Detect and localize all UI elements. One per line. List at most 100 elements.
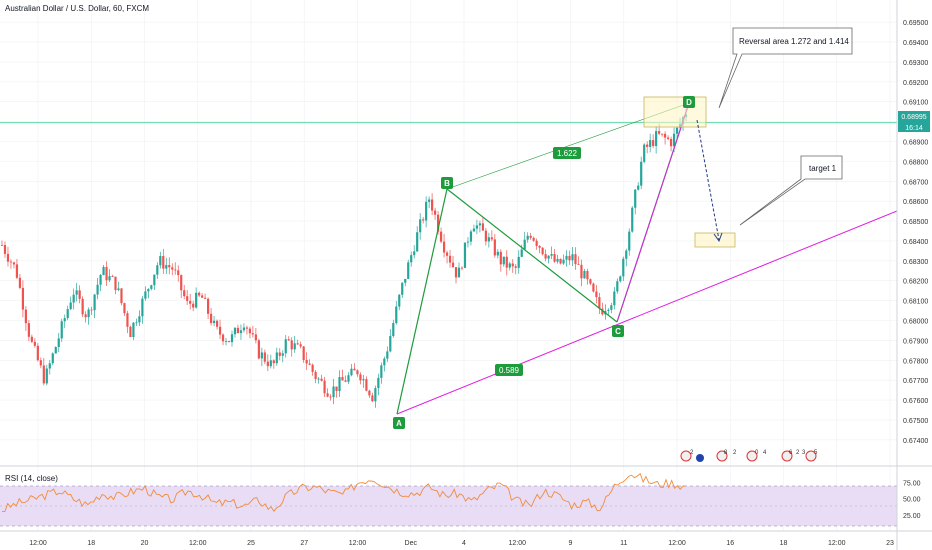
candle-body [263, 352, 266, 362]
point-c-text: C [615, 327, 621, 336]
current-price-text: 0.68995 [901, 114, 926, 121]
candle-body [628, 231, 631, 251]
candle-body [63, 318, 66, 322]
candle-body [422, 219, 425, 221]
price-axis: 0.695000.694000.693000.692000.691000.690… [903, 20, 928, 445]
candle-body [574, 254, 577, 265]
price-tick-label: 0.68400 [903, 239, 928, 246]
candle-body [529, 235, 532, 238]
candle-body [556, 258, 559, 262]
candle-body [195, 292, 198, 308]
price-tick-label: 0.67600 [903, 398, 928, 405]
candle-body [535, 240, 538, 246]
candle-body [514, 266, 517, 268]
event-flag-icon[interactable] [805, 450, 817, 462]
candle-body [637, 185, 640, 190]
candle-body [162, 256, 165, 269]
candle-body [212, 320, 216, 324]
candle-body [30, 336, 33, 342]
candle-body [428, 199, 431, 202]
price-tick-label: 0.67900 [903, 338, 928, 345]
candle-body [215, 320, 219, 327]
candle-body [60, 321, 63, 339]
candle-body [192, 303, 195, 308]
event-count: 2 [796, 450, 800, 456]
candle-body [413, 251, 416, 256]
candle-body [260, 352, 263, 359]
time-tick-label: 12:00 [508, 540, 526, 547]
candle-body [81, 298, 84, 315]
candle-body [565, 255, 568, 260]
candle-body [559, 258, 562, 264]
candle-body [672, 133, 676, 147]
candle-body [27, 323, 30, 337]
time-tick-label: 12:00 [29, 540, 47, 547]
candle-body [389, 336, 392, 352]
candle-body [129, 326, 132, 338]
candle-body [150, 285, 153, 289]
candle-body [278, 352, 281, 356]
candle-body [392, 323, 395, 337]
candle-body [341, 377, 344, 381]
price-tick-label: 0.68100 [903, 299, 928, 306]
candle-body [293, 343, 296, 350]
event-flag-icon[interactable] [696, 454, 704, 462]
candle-body [45, 368, 48, 384]
event-flag-icon[interactable] [716, 450, 728, 462]
candle-body [51, 353, 54, 364]
candle-body [371, 395, 374, 402]
candle-body [93, 294, 96, 311]
candle-body [407, 262, 410, 279]
candle-body [224, 341, 228, 342]
candle-body [466, 241, 470, 243]
reversal-callout-text: Reversal area 1.272 and 1.414 [739, 37, 849, 46]
candle-body [299, 344, 302, 347]
candle-body [183, 290, 186, 297]
candle-body [320, 378, 323, 381]
price-tick-label: 0.69100 [903, 100, 928, 107]
time-tick-label: 12:00 [828, 540, 846, 547]
candle-body [454, 267, 458, 278]
rsi-tick-label: 75.00 [903, 480, 921, 487]
candle-body [353, 368, 356, 371]
candle-body [666, 137, 670, 139]
event-flag-icon[interactable] [746, 450, 758, 462]
candle-body [601, 308, 604, 315]
candles [0, 108, 688, 408]
candle-body [478, 223, 482, 226]
candle-body [431, 199, 434, 211]
candle-body [526, 235, 529, 240]
time-tick-label: 12:00 [349, 540, 367, 547]
candle-body [18, 277, 22, 288]
candle-body [445, 252, 449, 256]
candle-body [57, 338, 60, 348]
candle-body [123, 303, 126, 314]
candle-body [487, 237, 490, 242]
candle-body [655, 131, 658, 146]
candle-body [448, 255, 452, 263]
candle-body [568, 255, 571, 261]
candle-body [284, 339, 287, 354]
point-c [612, 325, 624, 337]
candle-body [663, 133, 667, 138]
candle-body [562, 259, 565, 264]
price-tick-label: 0.68500 [903, 219, 928, 226]
economic-events[interactable]: 2 8 2 0 4 6 2 3 5 [680, 450, 818, 462]
event-flag-icon[interactable] [781, 450, 793, 462]
candle-body [153, 274, 156, 286]
price-tick-label: 0.68300 [903, 259, 928, 266]
candle-body [323, 380, 326, 394]
event-flag-icon[interactable] [680, 450, 692, 462]
candle-body [658, 131, 661, 134]
target-zone [694, 232, 736, 248]
candle-body [117, 288, 120, 291]
candle-body [281, 353, 284, 356]
candle-body [33, 341, 36, 346]
time-tick-label: 12:00 [668, 540, 686, 547]
candle-body [206, 298, 210, 314]
candle-body [132, 322, 135, 338]
projection-arrow [696, 119, 720, 241]
leg-cd-pink [616, 102, 690, 323]
candle-body [475, 225, 479, 229]
candle-body [616, 281, 619, 292]
